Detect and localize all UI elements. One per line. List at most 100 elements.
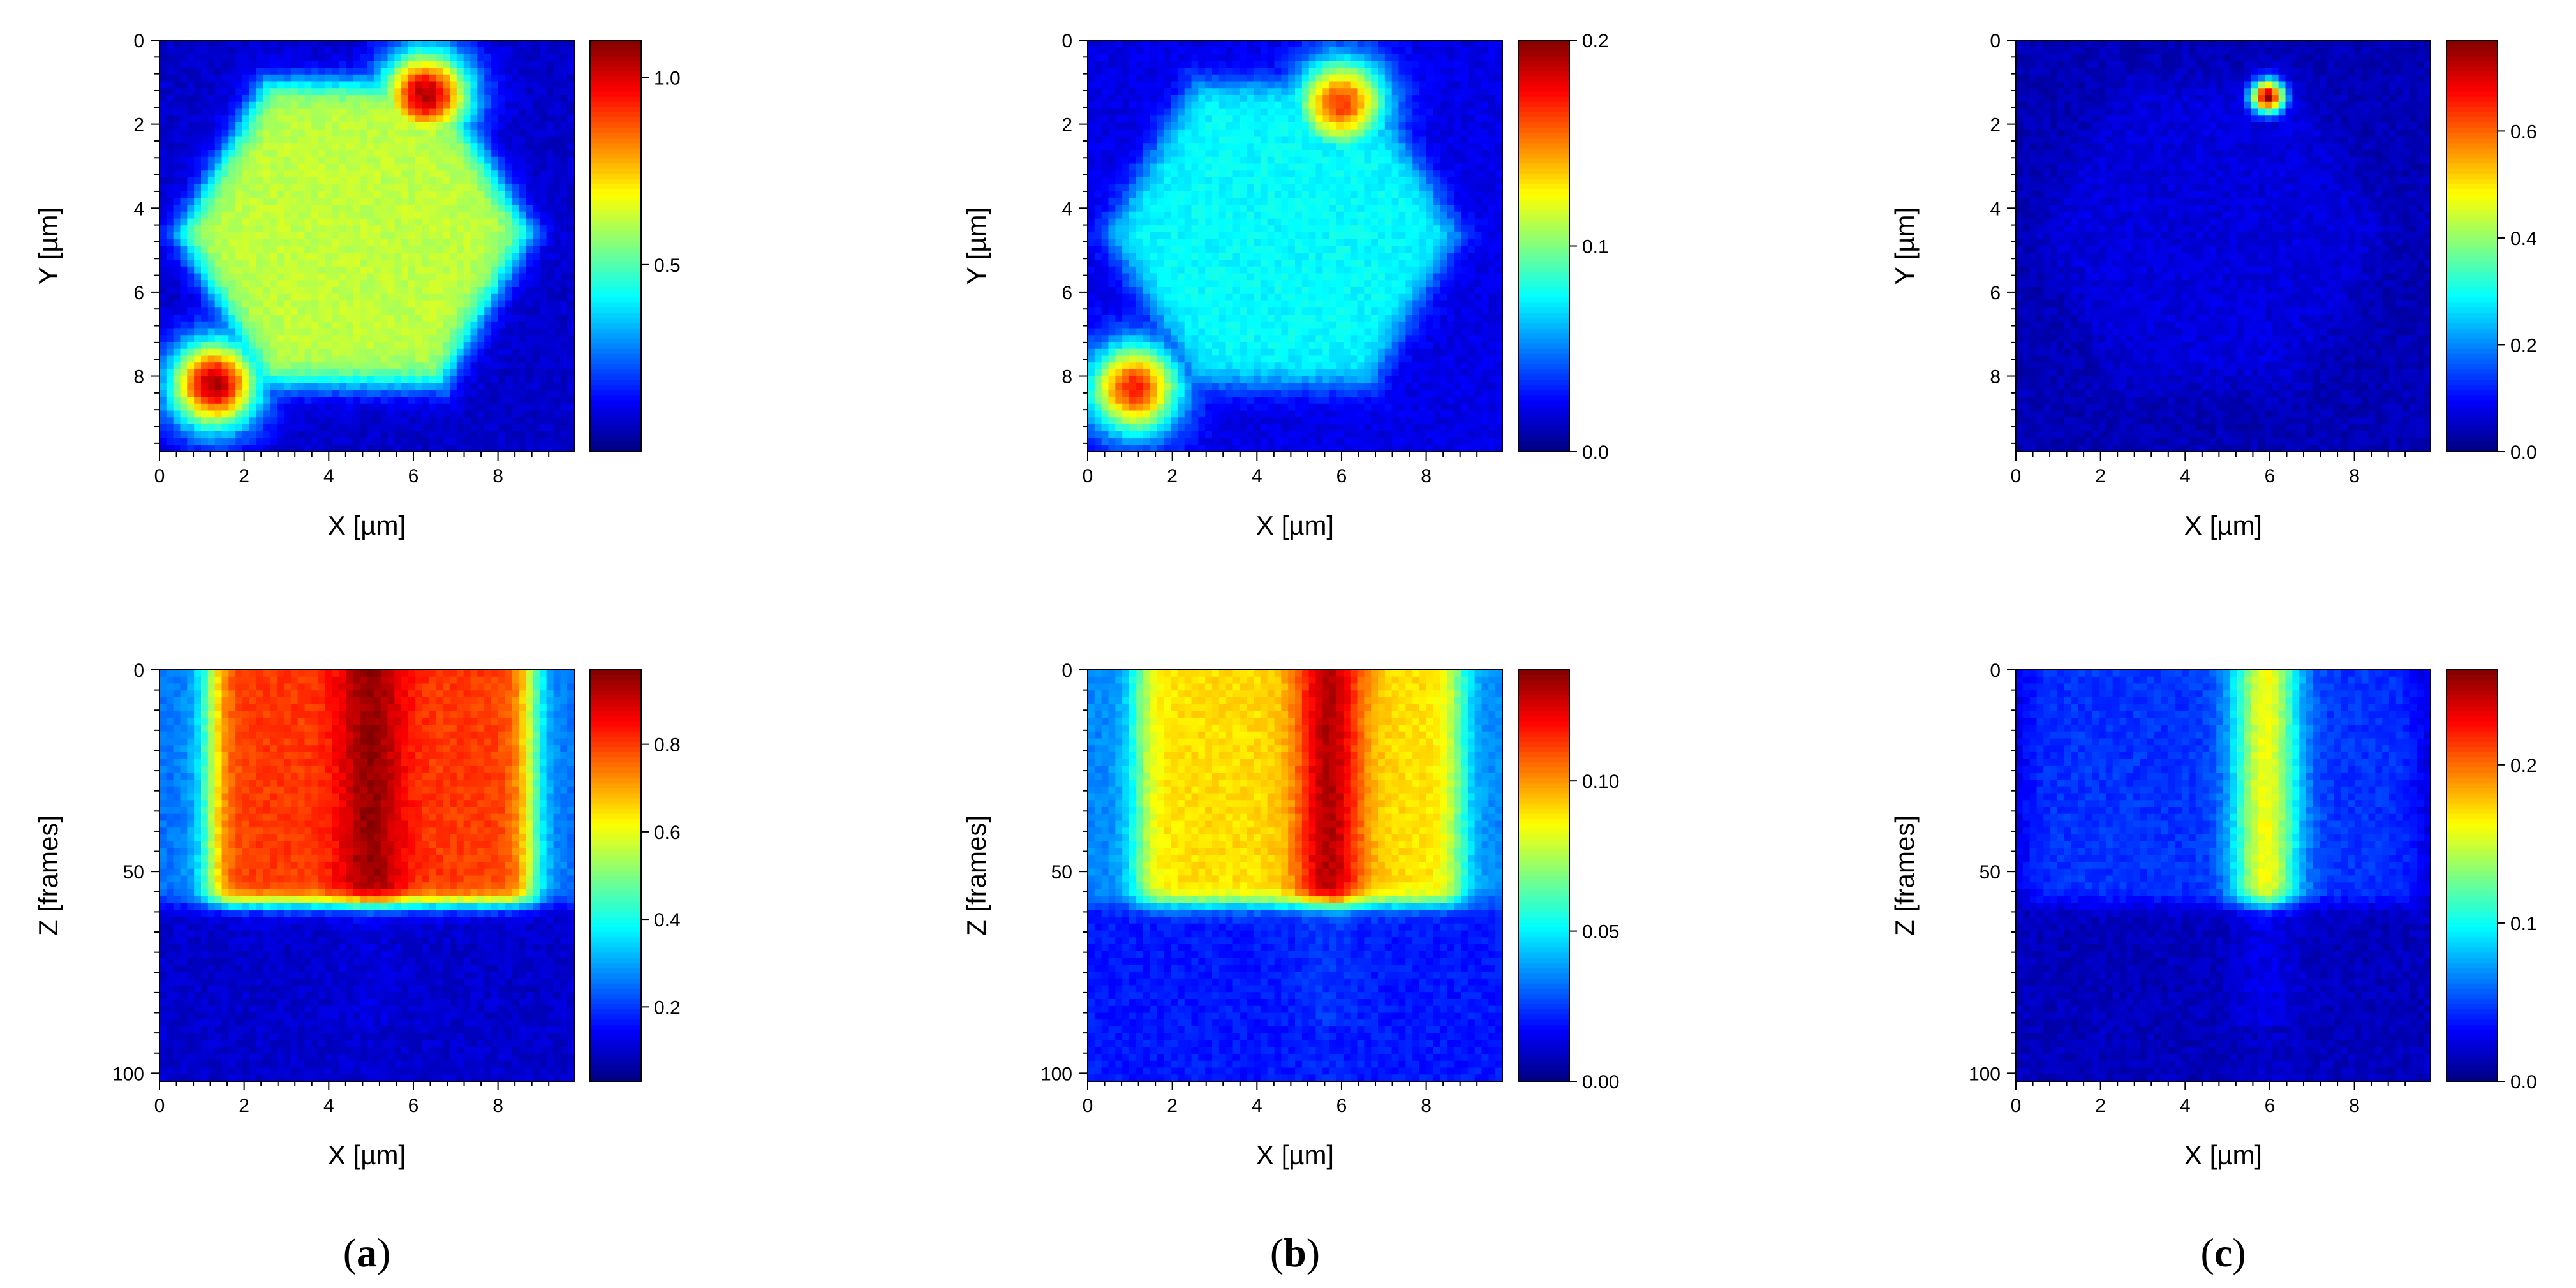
heatmap-cell <box>325 156 333 165</box>
heatmap-cell <box>408 293 416 302</box>
heatmap-cell <box>1426 88 1434 96</box>
heatmap-cell <box>221 177 229 185</box>
heatmap-cell <box>1412 115 1420 123</box>
heatmap-cell <box>1474 101 1483 110</box>
heatmap-cell <box>166 61 174 68</box>
heatmap-cell <box>1329 170 1337 178</box>
heatmap-cell <box>1350 47 1358 55</box>
heatmap-cell <box>415 191 423 198</box>
heatmap-cell <box>1288 40 1296 48</box>
heatmap-cell <box>1150 47 1157 55</box>
heatmap-cell <box>1108 163 1116 171</box>
heatmap-cell <box>173 74 181 82</box>
heatmap-cell <box>519 47 526 55</box>
heatmap-cell <box>429 431 436 439</box>
heatmap-cell <box>325 101 333 110</box>
heatmap-cell <box>346 246 353 253</box>
heatmap-cell <box>1205 129 1213 137</box>
heatmap-cell <box>201 156 209 165</box>
heatmap-cell <box>360 156 367 165</box>
heatmap-cell <box>277 369 285 377</box>
heatmap-cell <box>1364 150 1372 158</box>
heatmap-cell <box>1288 143 1296 151</box>
heatmap-cell <box>394 81 402 89</box>
heatmap-cell <box>249 156 257 165</box>
heatmap-cell <box>560 287 568 295</box>
heatmap-cell <box>408 287 416 295</box>
heatmap-cell <box>553 266 561 274</box>
heatmap-cell <box>332 211 340 219</box>
heatmap-cell <box>463 40 471 48</box>
heatmap-cell <box>553 273 561 281</box>
heatmap-cell <box>1288 61 1296 68</box>
heatmap-cell <box>325 273 333 281</box>
heatmap-cell <box>284 315 292 322</box>
heatmap-cell <box>373 115 381 123</box>
heatmap-cell <box>1108 150 1116 158</box>
heatmap-cell <box>1157 95 1164 103</box>
heatmap-cell <box>408 95 416 103</box>
heatmap-cell <box>1108 115 1116 123</box>
heatmap-cell <box>1281 170 1289 178</box>
heatmap-cell <box>1150 54 1157 61</box>
heatmap-cell <box>505 225 513 233</box>
heatmap-cell <box>353 108 360 116</box>
colorbar-step <box>590 86 641 93</box>
heatmap-cell <box>159 143 167 151</box>
heatmap-cell <box>1088 136 1095 144</box>
heatmap-cell <box>539 95 547 103</box>
heatmap-cell <box>456 355 464 363</box>
heatmap-cell <box>284 260 292 267</box>
heatmap-cell <box>332 307 340 315</box>
heatmap-cell <box>318 355 326 363</box>
heatmap-cell <box>1308 129 1317 137</box>
heatmap-cell <box>470 348 478 357</box>
heatmap-cell <box>380 369 389 377</box>
heatmap-cell <box>1205 108 1213 116</box>
heatmap-cell <box>353 232 360 240</box>
heatmap-cell <box>519 287 526 295</box>
heatmap-cell <box>1481 81 1489 89</box>
heatmap-cell <box>1157 136 1164 144</box>
y-tick-label: 2 <box>133 115 144 136</box>
heatmap-cell <box>1474 47 1483 55</box>
heatmap-cell <box>1398 136 1406 144</box>
heatmap-cell <box>553 328 561 336</box>
heatmap-cell <box>1274 177 1282 185</box>
heatmap-cell <box>567 355 575 363</box>
heatmap-cell <box>422 156 430 165</box>
heatmap-cell <box>1240 129 1247 137</box>
heatmap-cell <box>249 376 257 384</box>
heatmap-cell <box>560 300 568 308</box>
heatmap-cell <box>450 108 457 116</box>
heatmap-cell <box>311 246 319 253</box>
heatmap-cell <box>173 266 181 274</box>
heatmap-cell <box>401 293 409 302</box>
heatmap-cell <box>456 136 464 144</box>
heatmap-cell <box>1343 101 1351 110</box>
heatmap-cell <box>187 184 195 192</box>
heatmap-cell <box>1281 143 1289 151</box>
heatmap-cell <box>533 232 540 240</box>
heatmap-cell <box>1274 74 1282 82</box>
heatmap-cell <box>533 335 540 343</box>
heatmap-cell <box>546 61 554 68</box>
heatmap-cell <box>290 362 299 370</box>
heatmap-cell <box>491 129 499 137</box>
heatmap-cell <box>214 54 223 61</box>
heatmap-cell <box>1329 122 1337 130</box>
heatmap-cell <box>470 170 478 178</box>
heatmap-cell <box>491 390 499 397</box>
heatmap-cell <box>1488 143 1496 151</box>
heatmap-cell <box>1164 129 1171 137</box>
colorbar-step <box>590 112 641 118</box>
heatmap-cell <box>1184 74 1192 82</box>
heatmap-cell <box>297 300 306 308</box>
heatmap-cell <box>1391 163 1400 171</box>
heatmap-cell <box>498 280 506 288</box>
heatmap-cell <box>373 129 381 137</box>
heatmap-cell <box>256 390 264 397</box>
heatmap-cell <box>1495 143 1503 151</box>
heatmap-cell <box>526 424 533 432</box>
heatmap-cell <box>1225 170 1234 178</box>
